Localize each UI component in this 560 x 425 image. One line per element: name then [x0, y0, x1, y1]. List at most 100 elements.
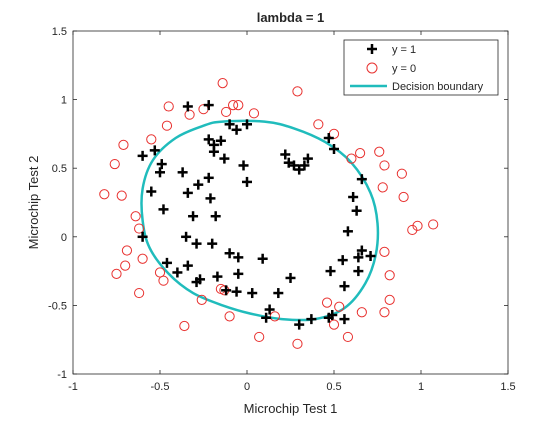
- negative-point: [120, 260, 131, 271]
- y-tick-label: -1: [57, 369, 67, 381]
- positive-point: [261, 312, 272, 323]
- positive-point: [193, 179, 204, 190]
- legend-marker-y1: [367, 44, 377, 54]
- legend-marker-y0: [366, 62, 378, 74]
- y-tick-label: 0.5: [52, 163, 67, 175]
- positive-point: [283, 157, 294, 168]
- positive-point: [325, 266, 336, 277]
- positive-point: [356, 245, 367, 256]
- positive-point: [351, 205, 362, 216]
- x-tick-label: 0.5: [326, 381, 341, 393]
- positive-point: [191, 238, 202, 249]
- positive-point: [329, 143, 339, 154]
- positive-point: [137, 150, 148, 161]
- negative-point: [137, 253, 148, 264]
- positive-point: [323, 312, 334, 323]
- negative-point: [292, 86, 303, 97]
- positive-point: [203, 100, 214, 111]
- positive-point: [348, 192, 359, 203]
- y-axis-label: Microchip Test 2: [26, 156, 41, 250]
- negative-point: [217, 78, 228, 89]
- positive-point: [146, 186, 157, 197]
- positive-point: [156, 159, 167, 170]
- legend: y = 1 y = 0 Decision boundary: [343, 39, 499, 96]
- positive-point: [273, 288, 284, 299]
- positive-point: [181, 231, 192, 242]
- x-tick-label: -1: [68, 381, 78, 393]
- y-tick-label: 1: [61, 95, 67, 107]
- negative-point: [313, 119, 324, 130]
- negative-point: [384, 294, 395, 306]
- x-tick-label: 1.5: [500, 381, 515, 393]
- boundary-layer: [140, 119, 380, 322]
- positive-point: [149, 145, 160, 156]
- positive-point: [285, 272, 296, 283]
- negative-point: [163, 101, 174, 112]
- positive-point: [177, 167, 188, 178]
- positive-point: [339, 314, 350, 325]
- positive-point: [155, 167, 165, 178]
- negative-point: [109, 158, 120, 170]
- legend-label-boundary: Decision boundary: [392, 81, 484, 93]
- negative-point: [379, 160, 390, 171]
- legend-label-y1: y = 1: [392, 44, 416, 56]
- negative-point: [111, 268, 122, 279]
- positive-point: [233, 268, 244, 279]
- positive-point: [203, 172, 214, 183]
- negative-point: [379, 307, 390, 318]
- positive-point: [205, 193, 216, 204]
- negative-point: [196, 294, 207, 306]
- negative-point: [146, 134, 157, 145]
- negative-point: [346, 153, 357, 164]
- points-layer: [99, 78, 439, 349]
- negative-point: [374, 146, 385, 157]
- positive-point: [207, 238, 218, 249]
- positive-point: [215, 135, 226, 146]
- positive-point: [182, 187, 193, 198]
- positive-point: [182, 101, 193, 112]
- positive-point: [224, 248, 235, 259]
- negative-point: [428, 219, 439, 230]
- negative-point: [221, 106, 232, 118]
- negative-point: [292, 338, 303, 349]
- x-axis-label: Microchip Test 1: [244, 401, 338, 416]
- x-tick-label: -0.5: [151, 381, 170, 393]
- positive-point: [353, 266, 364, 277]
- positive-point: [294, 164, 305, 175]
- x-tick-label: 1: [418, 381, 424, 393]
- negative-point: [254, 331, 265, 343]
- positive-point: [231, 124, 242, 135]
- positive-point: [210, 211, 221, 222]
- negative-point: [121, 245, 133, 256]
- positive-point: [337, 255, 348, 266]
- negative-point: [356, 307, 367, 318]
- positive-point: [137, 231, 148, 242]
- negative-point: [233, 99, 244, 111]
- negative-point: [130, 211, 141, 222]
- negative-point: [99, 189, 110, 200]
- y-tick-label: 1.5: [52, 26, 67, 38]
- positive-point: [294, 319, 305, 330]
- positive-point: [238, 160, 249, 171]
- positive-point: [306, 314, 317, 325]
- axis-ticks: -1 -0.5 0 0.5 1 1.5 -1 -0.5 0 0.5 1 1.5: [48, 26, 516, 393]
- positive-point: [231, 286, 242, 297]
- positive-point: [242, 176, 252, 187]
- negative-point: [384, 270, 395, 281]
- negative-point: [379, 246, 390, 257]
- positive-point: [299, 160, 310, 171]
- positive-point: [247, 288, 258, 299]
- negative-point: [269, 311, 280, 322]
- positive-point: [356, 174, 367, 185]
- negative-point: [134, 287, 145, 299]
- positive-point: [188, 211, 199, 222]
- positive-point: [323, 133, 334, 144]
- positive-point: [182, 260, 193, 271]
- y-tick-label: -0.5: [48, 300, 67, 312]
- positive-point: [280, 149, 291, 160]
- negative-point: [342, 331, 354, 343]
- decision-boundary-line: [140, 119, 380, 322]
- x-tick-label: 0: [244, 381, 250, 393]
